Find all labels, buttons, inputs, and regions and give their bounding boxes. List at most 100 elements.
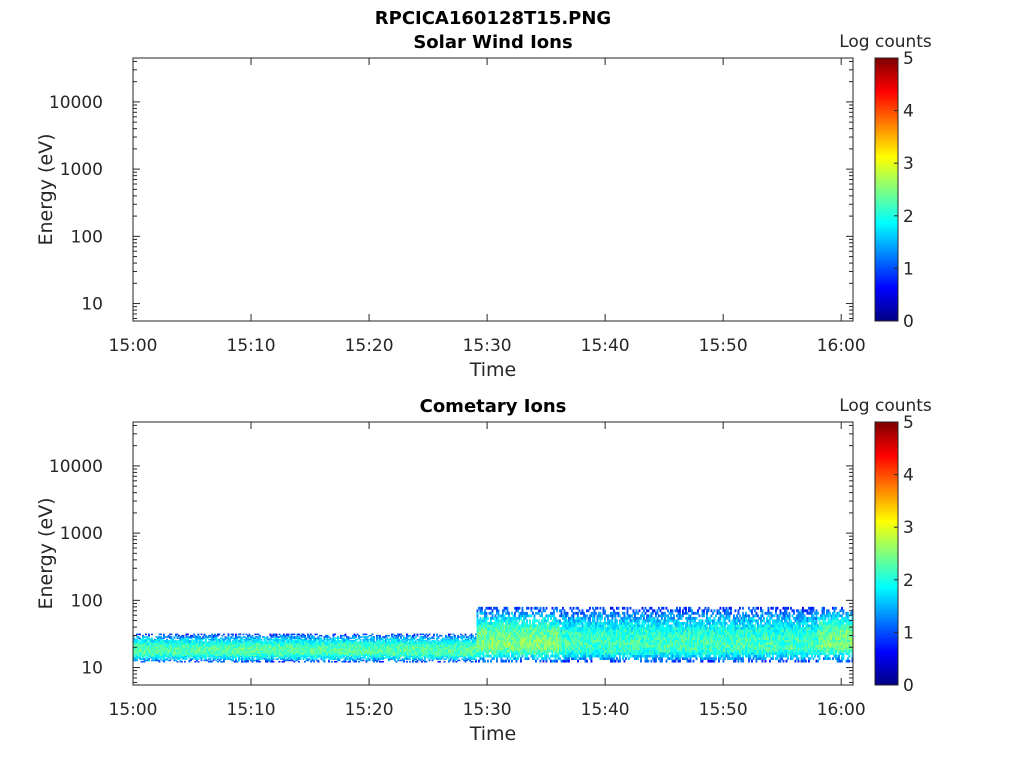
spectrogram-cell [422,649,425,651]
spectrogram-cell [161,645,164,647]
spectrogram-cell [424,654,426,657]
spectrogram-cell [470,657,473,659]
spectrogram-cell [182,653,185,655]
spectrogram-cell [398,654,401,657]
spectrogram-cell [341,638,344,641]
spectrogram-cell [259,660,261,663]
spectrogram-cell [479,654,482,658]
spectrogram-cell [448,649,450,651]
spectrogram-cell [268,642,270,645]
spectrogram-cell [158,653,161,655]
spectrogram-cell [406,645,408,647]
spectrogram-cell [152,641,155,643]
spectrogram-cell [221,651,224,654]
spectrogram-cell [343,660,345,663]
spectrogram-cell [527,626,530,630]
spectrogram-cell [521,639,524,643]
spectrogram-cell [511,629,513,633]
spectrogram-cell [316,644,318,646]
spectrogram-cell [346,654,348,657]
spectrogram-cell [328,642,330,645]
spectrogram-cell [511,652,513,655]
spectrogram-cell [169,650,171,653]
spectrogram-cell [379,645,381,647]
spectrogram-cell [505,632,507,635]
spectrogram-cell [521,632,524,635]
spectrogram-cell [359,655,362,658]
spectrogram-cell [436,638,438,641]
spectrogram-cell [238,636,240,638]
spectrogram-cell [353,647,356,650]
spectrogram-cell [133,640,135,642]
spectrogram-cell [139,649,141,651]
spectrogram-cell [515,634,518,638]
spectrogram-cell [370,645,372,647]
spectrogram-cell [482,626,485,630]
spectrogram-cell [247,638,249,641]
spectrogram-cell [257,647,260,650]
spectrogram-cell [161,638,164,641]
spectrogram-cell [376,640,378,642]
spectrogram-cell [526,639,528,643]
spectrogram-cell [398,634,401,637]
spectrogram-cell [145,653,147,655]
spectrogram-cell [317,637,320,640]
spectrogram-cell [322,644,324,646]
spectrogram-cell [326,657,329,659]
spectrogram-cell [422,645,425,647]
spectrogram-cell [404,655,407,658]
spectrogram-cell [146,636,149,638]
spectrogram-cell [166,649,168,651]
spectrogram-cell [212,655,215,658]
spectrogram-cell [349,647,351,650]
spectrogram-cell [523,647,525,650]
spectrogram-cell [524,657,527,661]
spectrogram-cell [475,659,477,662]
spectrogram-cell [499,634,501,638]
spectrogram-cell [223,646,225,649]
spectrogram-cell [515,616,518,620]
spectrogram-cell [365,641,368,643]
spectrogram-cell [158,637,161,640]
spectrogram-cell [164,658,167,660]
spectrogram-cell [179,645,182,647]
spectrogram-cell [313,636,315,638]
spectrogram-cell [280,644,282,646]
spectrogram-cell [188,644,191,646]
spectrogram-cell [374,646,377,649]
spectrogram-cell [401,650,404,653]
spectrogram-cell [494,642,497,645]
spectrogram-cell [203,651,206,654]
spectrogram-cell [512,649,515,653]
spectrogram-cell [226,655,228,658]
spectrogram-cell [142,638,144,641]
spectrogram-cell [521,626,524,630]
spectrogram-cell [155,650,158,653]
spectrogram-cell [182,657,185,659]
spectrogram-cell [389,657,392,659]
spectrogram-cell [266,637,269,640]
spectrogram-cell [286,644,288,646]
spectrogram-cell [185,657,188,659]
spectrogram-cell [238,659,240,662]
spectrogram-cell [386,646,389,649]
spectrogram-cell [334,655,336,658]
spectrogram-cell [133,638,135,641]
spectrogram-cell [193,655,195,658]
spectrogram-cell [517,632,519,635]
spectrogram-cell [514,632,516,635]
spectrogram-cell [355,640,357,642]
spectrogram-cell [232,657,234,659]
spectrogram-cell [508,637,510,640]
spectrogram-cell [181,641,183,643]
spectrogram-cell [487,624,489,628]
spectrogram-cell [185,644,188,646]
spectrogram-cell [169,659,171,662]
spectrogram-cell [401,658,404,660]
spectrogram-cell [298,651,300,654]
spectrogram-cell [331,654,333,657]
spectrogram-cell [487,616,489,620]
spectrogram-cell [484,639,486,643]
spectrogram-cell [299,637,302,640]
spectrogram-cell [181,660,183,663]
